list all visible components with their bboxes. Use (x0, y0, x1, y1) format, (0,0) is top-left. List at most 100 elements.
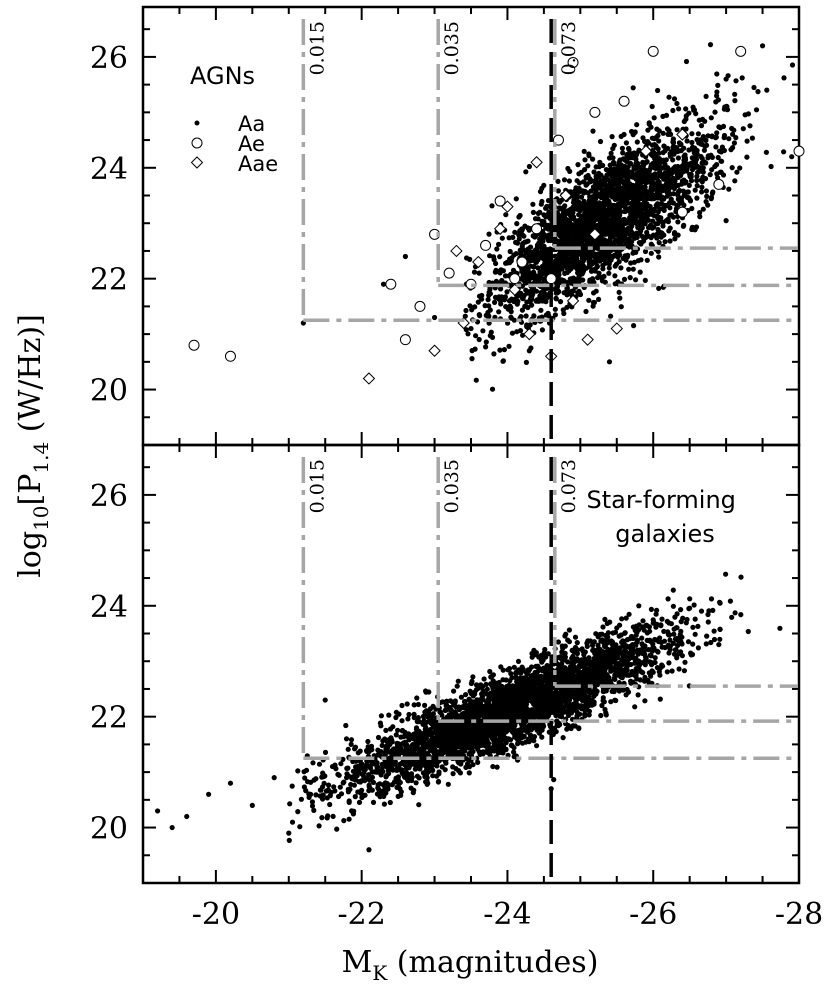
cloud-point (467, 689, 474, 695)
cloud-point (530, 291, 536, 297)
redshift-label: 0.035 (441, 21, 463, 75)
cloud-point (579, 201, 586, 207)
cloud-point (564, 286, 570, 292)
cloud-point (430, 773, 436, 779)
cloud-point (608, 253, 615, 260)
cloud-point (763, 149, 770, 155)
cloud-point (715, 154, 721, 161)
top-density-cloud (462, 42, 796, 392)
cloud-point (537, 209, 543, 215)
cloud-point (393, 714, 399, 721)
cloud-point (638, 241, 644, 247)
cloud-point (717, 636, 723, 642)
cloud-point (667, 225, 673, 231)
cloud-point (642, 248, 649, 255)
cloud-point (612, 273, 618, 279)
cloud-point (642, 190, 648, 197)
cloud-point (405, 716, 411, 722)
cloud-point (661, 143, 667, 149)
cloud-point (602, 198, 608, 204)
cloud-point (473, 377, 479, 383)
data-point (450, 244, 463, 258)
cloud-point (672, 236, 678, 242)
cloud-point (297, 824, 303, 830)
cloud-point (732, 178, 738, 184)
cloud-point (705, 155, 711, 161)
cloud-point (696, 117, 702, 123)
cloud-point (527, 322, 533, 328)
data-point (402, 253, 408, 260)
cloud-point (593, 240, 599, 247)
data-point (530, 156, 543, 169)
cloud-point (516, 214, 522, 220)
cloud-point (583, 220, 590, 226)
top-panel-title: AGNs (190, 62, 255, 90)
cloud-point (395, 793, 401, 800)
legend-aa-label: Aa (238, 112, 265, 136)
cloud-point (541, 287, 548, 293)
cloud-point (632, 208, 639, 214)
cloud-point (636, 148, 642, 154)
cloud-point (597, 204, 603, 210)
cloud-point (523, 280, 529, 286)
data-point (516, 256, 528, 268)
cloud-point (729, 165, 735, 171)
cloud-point (623, 253, 630, 260)
cloud-point (529, 302, 535, 308)
data-point (399, 334, 411, 346)
cloud-point (543, 299, 549, 305)
cloud-point (647, 203, 653, 210)
cloud-point (679, 641, 685, 647)
cloud-point (682, 659, 688, 665)
cloud-point (689, 205, 695, 212)
cloud-point (570, 193, 576, 199)
cloud-point (508, 309, 514, 315)
cloud-point (513, 196, 519, 202)
cloud-point (507, 303, 513, 309)
cloud-point (558, 197, 565, 203)
cloud-point (469, 356, 475, 362)
cloud-point (641, 173, 647, 179)
cloud-point (519, 226, 525, 232)
cloud-point (298, 796, 304, 802)
cloud-point (561, 310, 567, 317)
cloud-point (664, 126, 671, 132)
cloud-point (592, 204, 598, 210)
data-point (759, 43, 766, 49)
cloud-point (694, 183, 700, 189)
cloud-point (490, 672, 496, 678)
cloud-point (338, 761, 344, 767)
cloud-point (679, 195, 685, 201)
cloud-point (582, 711, 588, 717)
cloud-point (682, 156, 689, 162)
cloud-point (708, 639, 714, 646)
cloud-point (675, 148, 681, 155)
cloud-point (699, 141, 705, 147)
legend-aae-label: Aae (238, 152, 278, 176)
cloud-point (456, 768, 462, 774)
cloud-point (582, 188, 588, 194)
cloud-point (699, 184, 705, 190)
cloud-point (607, 162, 613, 168)
cloud-point (686, 182, 692, 188)
cloud-point (582, 237, 588, 243)
cloud-point (624, 169, 630, 175)
data-point (588, 228, 602, 241)
cloud-point (591, 199, 598, 205)
cloud-point (648, 241, 654, 247)
cloud-point (576, 180, 583, 186)
cloud-point (607, 189, 614, 195)
cloud-point (503, 212, 509, 218)
cloud-point (714, 162, 720, 168)
cloud-point (712, 109, 718, 115)
series-aa (300, 43, 795, 365)
data-point (676, 206, 688, 218)
cloud-point (717, 600, 723, 606)
cloud-point (730, 145, 736, 151)
cloud-point (670, 587, 676, 593)
cloud-point (572, 224, 578, 230)
cloud-point (644, 210, 650, 216)
cloud-point (695, 131, 702, 137)
cloud-point (516, 232, 522, 238)
cloud-point (602, 279, 608, 285)
